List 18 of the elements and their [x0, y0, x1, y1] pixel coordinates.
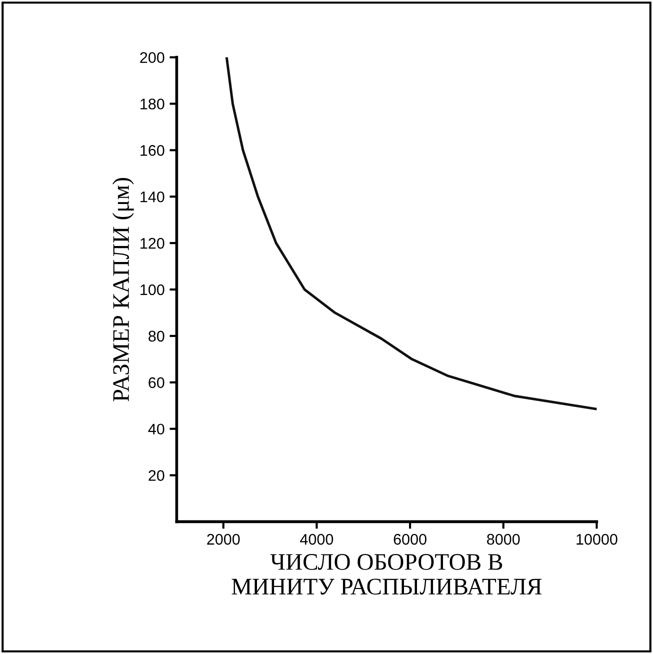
y-tick-label: 200	[140, 52, 164, 63]
y-tick-label: 100	[140, 284, 164, 296]
y-tick-label: 20	[148, 470, 164, 481]
y-tick-label: 40	[148, 424, 164, 435]
y-tick-label: 180	[140, 98, 164, 110]
x-tick-label: 6000	[394, 534, 426, 545]
x-tick-label: 8000	[487, 534, 520, 545]
y-tick-label: 140	[140, 191, 164, 202]
y-tick-label: 60	[148, 377, 164, 388]
y-tick-label: 120	[140, 238, 164, 249]
x-axis-title: ЧИСЛО ОБОРОТОВ В МИНИТУ РАСПЫЛИВАТЕЛЯ	[232, 554, 542, 595]
x-tick-label: 10000	[576, 534, 618, 545]
y-tick-label: 160	[140, 145, 164, 156]
y-tick-label: 80	[148, 330, 164, 342]
x-tick-label: 4000	[300, 534, 334, 545]
line-series	[225, 57, 597, 410]
y-axis-title: РАЗМЕР КАПЛИ (μм)	[112, 178, 134, 402]
x-tick-label: 2000	[207, 534, 240, 545]
